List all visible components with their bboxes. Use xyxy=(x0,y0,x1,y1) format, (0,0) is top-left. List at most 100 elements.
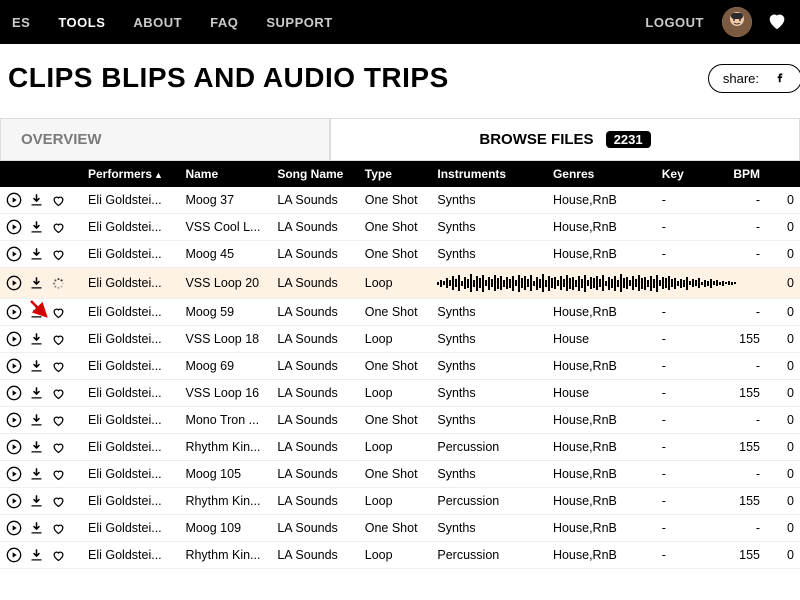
tab-browse[interactable]: BROWSE FILES 2231 xyxy=(330,118,800,160)
table-row[interactable]: Eli Goldstei...Mono Tron ...LA SoundsOne… xyxy=(0,407,800,434)
cell-last: 0 xyxy=(780,515,800,542)
play-icon[interactable] xyxy=(6,331,22,347)
nav-item-es[interactable]: ES xyxy=(12,15,30,30)
col-song[interactable]: Song Name xyxy=(271,161,358,187)
table-row[interactable]: Eli Goldstei...Rhythm Kin...LA SoundsLoo… xyxy=(0,434,800,461)
nav-item-support[interactable]: SUPPORT xyxy=(266,15,332,30)
cell-performer: Eli Goldstei... xyxy=(82,461,179,488)
table-row[interactable]: Eli Goldstei...Rhythm Kin...LA SoundsLoo… xyxy=(0,542,800,569)
waveform[interactable] xyxy=(437,273,774,293)
table-row[interactable]: Eli Goldstei...VSS Loop 18LA SoundsLoopS… xyxy=(0,326,800,353)
download-icon[interactable] xyxy=(28,412,44,428)
heart-icon[interactable] xyxy=(50,520,66,536)
play-icon[interactable] xyxy=(6,385,22,401)
logout-link[interactable]: LOGOUT xyxy=(645,15,704,30)
download-icon[interactable] xyxy=(28,275,44,291)
cell-performer: Eli Goldstei... xyxy=(82,214,179,241)
download-icon[interactable] xyxy=(28,304,44,320)
download-icon[interactable] xyxy=(28,385,44,401)
heart-icon[interactable] xyxy=(50,246,66,262)
play-icon[interactable] xyxy=(6,275,22,291)
cell-type: One Shot xyxy=(359,515,432,542)
cell-bpm: - xyxy=(704,241,780,268)
play-icon[interactable] xyxy=(6,358,22,374)
table-row[interactable]: Eli Goldstei...Moog 105LA SoundsOne Shot… xyxy=(0,461,800,488)
download-icon[interactable] xyxy=(28,219,44,235)
heart-icon[interactable] xyxy=(50,547,66,563)
heart-icon[interactable] xyxy=(50,192,66,208)
table-row[interactable]: Eli Goldstei...Moog 45LA SoundsOne ShotS… xyxy=(0,241,800,268)
cell-last: 0 xyxy=(780,407,800,434)
download-icon[interactable] xyxy=(28,520,44,536)
cell-key: - xyxy=(656,241,705,268)
play-icon[interactable] xyxy=(6,219,22,235)
table-row[interactable]: Eli Goldstei...Moog 59LA SoundsOne ShotS… xyxy=(0,299,800,326)
cell-instruments: Synths xyxy=(431,241,547,268)
cell-performer: Eli Goldstei... xyxy=(82,488,179,515)
heart-icon[interactable] xyxy=(50,439,66,455)
cell-instruments: Synths xyxy=(431,407,547,434)
play-icon[interactable] xyxy=(6,547,22,563)
play-icon[interactable] xyxy=(6,304,22,320)
cell-performer: Eli Goldstei... xyxy=(82,241,179,268)
download-icon[interactable] xyxy=(28,493,44,509)
cell-bpm: - xyxy=(704,461,780,488)
cell-performer: Eli Goldstei... xyxy=(82,299,179,326)
download-icon[interactable] xyxy=(28,192,44,208)
play-icon[interactable] xyxy=(6,466,22,482)
play-icon[interactable] xyxy=(6,412,22,428)
cell-key: - xyxy=(656,515,705,542)
table-row[interactable]: Eli Goldstei...Rhythm Kin...LA SoundsLoo… xyxy=(0,488,800,515)
avatar[interactable] xyxy=(722,7,752,37)
play-icon[interactable] xyxy=(6,520,22,536)
tabs: OVERVIEW BROWSE FILES 2231 xyxy=(0,118,800,161)
nav-item-faq[interactable]: FAQ xyxy=(210,15,238,30)
heart-icon[interactable] xyxy=(50,331,66,347)
heart-icon[interactable] xyxy=(50,358,66,374)
tab-overview[interactable]: OVERVIEW xyxy=(0,118,330,160)
cell-genres: House,RnB xyxy=(547,515,656,542)
col-key[interactable]: Key xyxy=(656,161,705,187)
play-icon[interactable] xyxy=(6,439,22,455)
cell-song: LA Sounds xyxy=(271,268,358,299)
heart-icon[interactable] xyxy=(50,466,66,482)
download-icon[interactable] xyxy=(28,547,44,563)
nav-item-about[interactable]: ABOUT xyxy=(133,15,182,30)
table-row[interactable]: Eli Goldstei...VSS Cool L...LA SoundsOne… xyxy=(0,214,800,241)
nav-item-tools[interactable]: TOOLS xyxy=(58,15,105,30)
download-icon[interactable] xyxy=(28,466,44,482)
favorites-icon[interactable] xyxy=(766,10,788,35)
cell-bpm: 155 xyxy=(704,326,780,353)
cell-type: One Shot xyxy=(359,214,432,241)
heart-icon[interactable] xyxy=(50,304,66,320)
col-instruments[interactable]: Instruments xyxy=(431,161,547,187)
table-row[interactable]: Eli Goldstei...Moog 69LA SoundsOne ShotS… xyxy=(0,353,800,380)
col-bpm[interactable]: BPM xyxy=(704,161,780,187)
table-row[interactable]: Eli Goldstei...VSS Loop 16LA SoundsLoopS… xyxy=(0,380,800,407)
cell-name: Rhythm Kin... xyxy=(179,434,271,461)
table-row[interactable]: Eli Goldstei...VSS Loop 20LA SoundsLoop0 xyxy=(0,268,800,299)
table-row[interactable]: Eli Goldstei...Moog 37LA SoundsOne ShotS… xyxy=(0,187,800,214)
cell-instruments: Synths xyxy=(431,461,547,488)
cell-bpm: - xyxy=(704,407,780,434)
col-name[interactable]: Name xyxy=(179,161,271,187)
play-icon[interactable] xyxy=(6,493,22,509)
play-icon[interactable] xyxy=(6,192,22,208)
heart-icon[interactable] xyxy=(50,493,66,509)
heart-icon[interactable] xyxy=(50,385,66,401)
cell-instruments: Synths xyxy=(431,299,547,326)
download-icon[interactable] xyxy=(28,246,44,262)
heart-icon[interactable] xyxy=(50,219,66,235)
download-icon[interactable] xyxy=(28,331,44,347)
facebook-icon[interactable] xyxy=(773,70,787,87)
play-icon[interactable] xyxy=(6,246,22,262)
tab-browse-label: BROWSE FILES xyxy=(479,131,593,148)
col-type[interactable]: Type xyxy=(359,161,432,187)
download-icon[interactable] xyxy=(28,358,44,374)
table-row[interactable]: Eli Goldstei...Moog 109LA SoundsOne Shot… xyxy=(0,515,800,542)
heart-icon[interactable] xyxy=(50,412,66,428)
cell-song: LA Sounds xyxy=(271,488,358,515)
col-genres[interactable]: Genres xyxy=(547,161,656,187)
col-performers[interactable]: Performers▲ xyxy=(82,161,179,187)
download-icon[interactable] xyxy=(28,439,44,455)
